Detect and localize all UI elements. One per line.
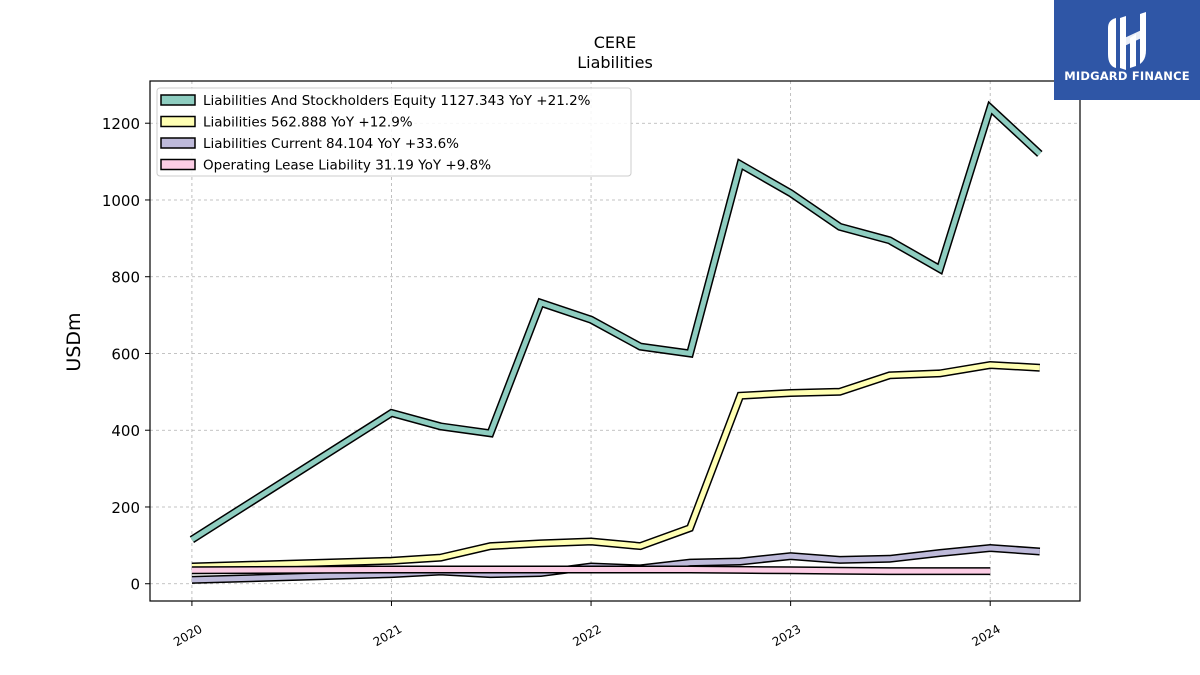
y-axis-label: USDm [63,312,85,371]
legend-swatch [160,94,196,106]
logo-mark-icon [1108,12,1146,70]
legend: Liabilities And Stockholders Equity 1127… [156,87,632,177]
midgard-finance-logo: MIDGARD FINANCE [1054,0,1200,100]
series-outline [191,360,1041,571]
series-line [191,567,991,574]
x-tick-label: 2022 [570,622,603,649]
series-layer [189,100,1043,584]
y-tick-label: 1200 [102,115,140,133]
series-1 [191,360,1041,571]
series-3 [191,565,991,576]
legend-swatch [160,137,196,149]
y-tick-label: 400 [111,422,140,440]
y-tick-label: 1000 [102,192,140,210]
legend-swatch [160,115,196,128]
y-ticks: 0 200 400 600 800 1000 1200 [102,115,150,594]
legend-entry: Liabilities And Stockholders Equity 1127… [203,93,591,109]
y-tick-label: 0 [130,576,140,594]
series-0 [189,100,1043,543]
chart-title: CERE [594,33,637,52]
logo-text: MIDGARD FINANCE [1064,69,1190,83]
y-tick-label: 200 [111,499,140,517]
legend-entry: Liabilities Current 84.104 YoY +33.6% [203,136,459,152]
x-ticks: 2020 2021 2022 2023 2024 [171,601,1003,649]
legend-entry: Liabilities 562.888 YoY +12.9% [203,115,413,131]
x-tick-label: 2020 [171,622,204,649]
legend-entry: Operating Lease Liability 31.19 YoY +9.8… [203,158,491,174]
x-tick-label: 2023 [770,622,803,649]
y-tick-label: 600 [111,345,140,363]
series-line [190,103,1042,542]
y-tick-label: 800 [111,269,140,287]
series-line [191,362,1040,569]
legend-box [156,87,632,177]
plot-frame [149,80,1081,602]
x-tick-label: 2021 [371,622,404,649]
legend-swatch [160,158,196,171]
x-tick-label: 2024 [969,622,1002,649]
chart-subtitle: Liabilities [577,53,653,72]
